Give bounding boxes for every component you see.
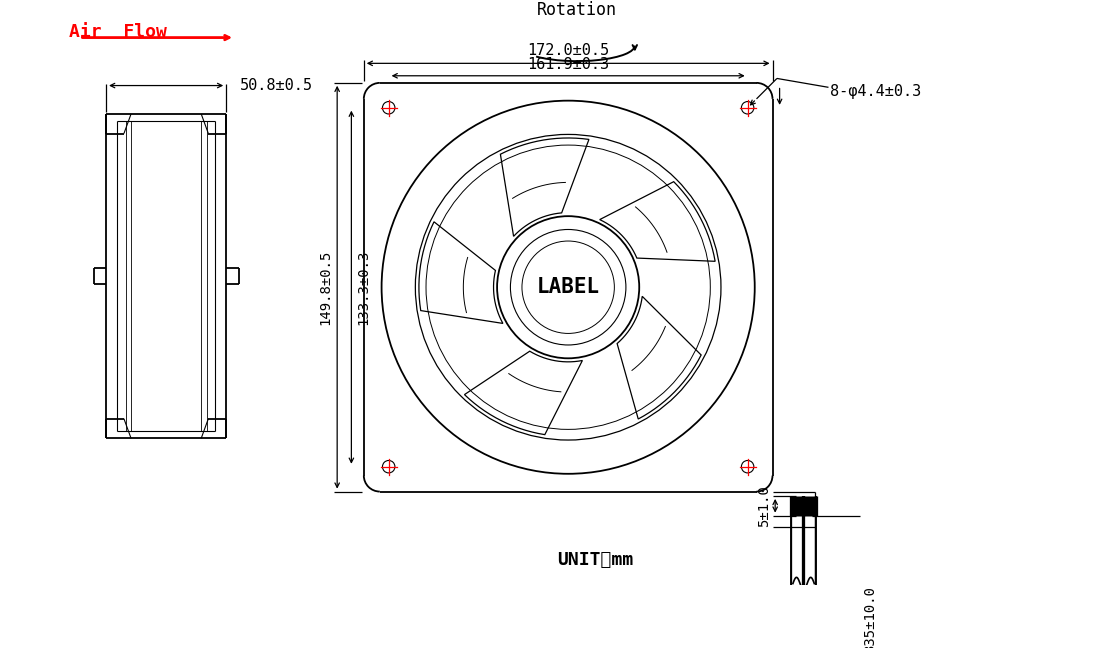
Text: 172.0±0.5: 172.0±0.5	[527, 43, 609, 58]
Text: 149.8±0.5: 149.8±0.5	[319, 249, 333, 325]
Text: 335±10.0: 335±10.0	[863, 586, 877, 648]
Text: Air  Flow: Air Flow	[69, 23, 167, 41]
Text: 161.9±0.3: 161.9±0.3	[527, 57, 609, 72]
Text: 8-φ4.4±0.3: 8-φ4.4±0.3	[830, 84, 921, 99]
Text: UNIT：mm: UNIT：mm	[557, 551, 633, 569]
Text: Rotation: Rotation	[537, 1, 617, 19]
Text: LABEL: LABEL	[537, 277, 600, 297]
Text: 133.3±0.3: 133.3±0.3	[355, 249, 370, 325]
Text: 50.8±0.5: 50.8±0.5	[239, 78, 312, 93]
Text: 5±1.0: 5±1.0	[757, 485, 770, 527]
